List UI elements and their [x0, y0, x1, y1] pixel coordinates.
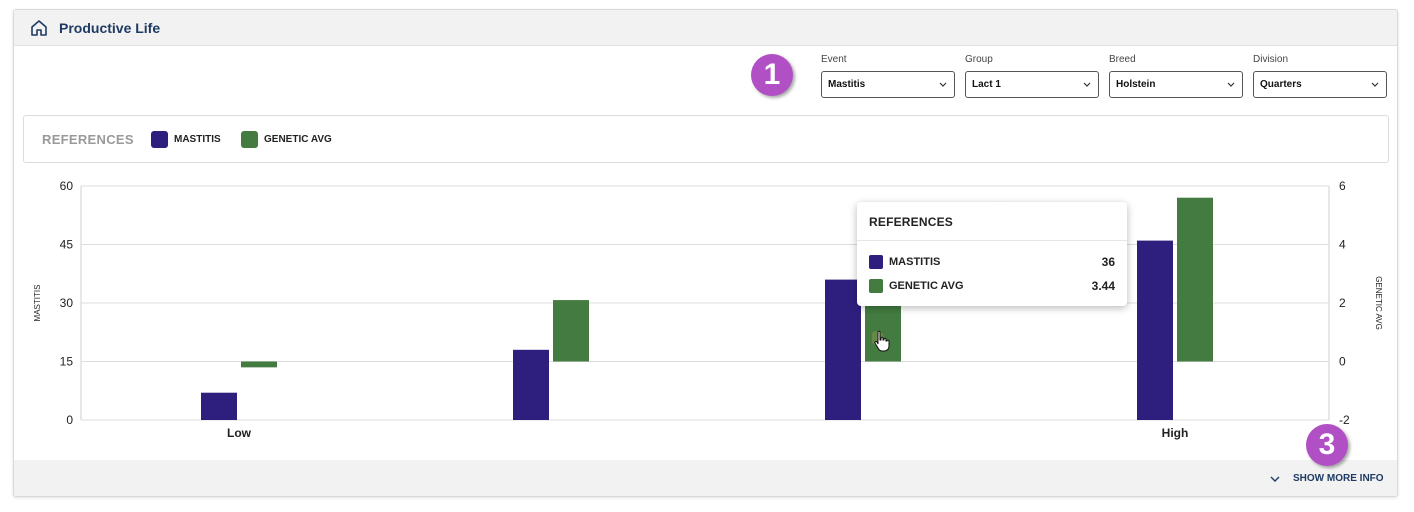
tooltip-swatch-mastitis — [869, 255, 883, 269]
tooltip-row-genetic-avg: GENETIC AVG 3.44 — [869, 278, 1115, 294]
y2-tick-label: 6 — [1339, 179, 1346, 193]
y-tick-label: 15 — [60, 355, 74, 369]
tooltip-divider — [857, 240, 1127, 241]
chevron-down-icon — [1270, 476, 1280, 482]
tooltip-value-genetic-avg: 3.44 — [1091, 279, 1115, 293]
bar-genetic-avg — [553, 300, 589, 362]
y-tick-label: 45 — [60, 238, 74, 252]
y2-axis-title: GENETIC AVG — [1374, 276, 1383, 330]
references-legend: REFERENCES MASTITIS GENETIC AVG — [23, 115, 1389, 163]
hand-pointer-icon — [872, 330, 890, 352]
tooltip-label-genetic-avg: GENETIC AVG — [889, 280, 964, 292]
y2-tick-label: 0 — [1339, 355, 1346, 369]
bar-genetic-avg — [1177, 197, 1213, 362]
event-select-value: Mastitis — [828, 79, 866, 90]
tooltip-label-mastitis: MASTITIS — [889, 256, 941, 268]
home-icon[interactable] — [29, 18, 49, 38]
division-filter: Division Quarters — [1253, 54, 1387, 98]
show-more-info-button[interactable]: SHOW MORE INFO — [1269, 472, 1385, 488]
callout-badge-3: 3 — [1306, 424, 1348, 466]
chevron-down-icon — [1083, 82, 1091, 87]
legend-label-mastitis: MASTITIS — [174, 134, 221, 145]
bar-mastitis — [513, 349, 549, 420]
bar-mastitis — [825, 279, 861, 420]
event-filter-label: Event — [821, 54, 847, 65]
tooltip-row-mastitis: MASTITIS 36 — [869, 254, 1115, 270]
bar-mastitis — [201, 392, 237, 420]
bar-genetic-avg — [241, 361, 277, 368]
productive-life-card: Productive Life 1 Event Mastitis Group L… — [13, 9, 1398, 497]
page-title: Productive Life — [59, 20, 161, 36]
breed-filter-label: Breed — [1109, 54, 1136, 65]
callout-badge-1: 1 — [751, 54, 793, 96]
y-axis-title: MASTITIS — [33, 285, 42, 322]
legend-swatch-genetic-avg — [241, 131, 258, 148]
y-tick-label: 30 — [60, 296, 74, 310]
division-select-value: Quarters — [1260, 79, 1302, 90]
breed-filter: Breed Holstein — [1109, 54, 1243, 98]
group-select[interactable]: Lact 1 — [965, 71, 1099, 98]
event-filter: Event Mastitis — [821, 54, 955, 98]
tooltip-value-mastitis: 36 — [1101, 255, 1115, 269]
chevron-down-icon — [939, 82, 947, 87]
y-tick-label: 0 — [66, 413, 73, 427]
show-more-info-label: SHOW MORE INFO — [1293, 473, 1384, 484]
references-title: REFERENCES — [42, 132, 134, 147]
breed-select[interactable]: Holstein — [1109, 71, 1243, 98]
chevron-down-icon — [1371, 82, 1379, 87]
x-tick-label: Low — [227, 426, 252, 440]
division-select[interactable]: Quarters — [1253, 71, 1387, 98]
group-filter-label: Group — [965, 54, 993, 65]
legend-swatch-mastitis — [151, 131, 168, 148]
x-tick-label: High — [1162, 426, 1189, 440]
breed-select-value: Holstein — [1116, 79, 1156, 90]
y2-tick-label: 4 — [1339, 238, 1346, 252]
chart-tooltip: REFERENCES MASTITIS 36 GENETIC AVG 3.44 — [857, 202, 1127, 306]
y2-tick-label: -2 — [1339, 413, 1350, 427]
y2-tick-label: 2 — [1339, 296, 1346, 310]
event-select[interactable]: Mastitis — [821, 71, 955, 98]
tooltip-title: REFERENCES — [869, 215, 954, 229]
card-footer: SHOW MORE INFO — [14, 460, 1397, 496]
tooltip-swatch-genetic-avg — [869, 279, 883, 293]
group-select-value: Lact 1 — [972, 79, 1001, 90]
legend-label-genetic-avg: GENETIC AVG — [264, 134, 332, 145]
group-filter: Group Lact 1 — [965, 54, 1099, 98]
productive-life-chart: 0 15 30 45 60 -2 0 2 4 6 MASTITIS GENETIC AVG Low Hig… — [33, 179, 1383, 440]
y-tick-label: 60 — [60, 179, 74, 193]
division-filter-label: Division — [1253, 54, 1289, 65]
card-header: Productive Life — [14, 10, 1397, 46]
chevron-down-icon — [1227, 82, 1235, 87]
bar-mastitis — [1137, 240, 1173, 420]
